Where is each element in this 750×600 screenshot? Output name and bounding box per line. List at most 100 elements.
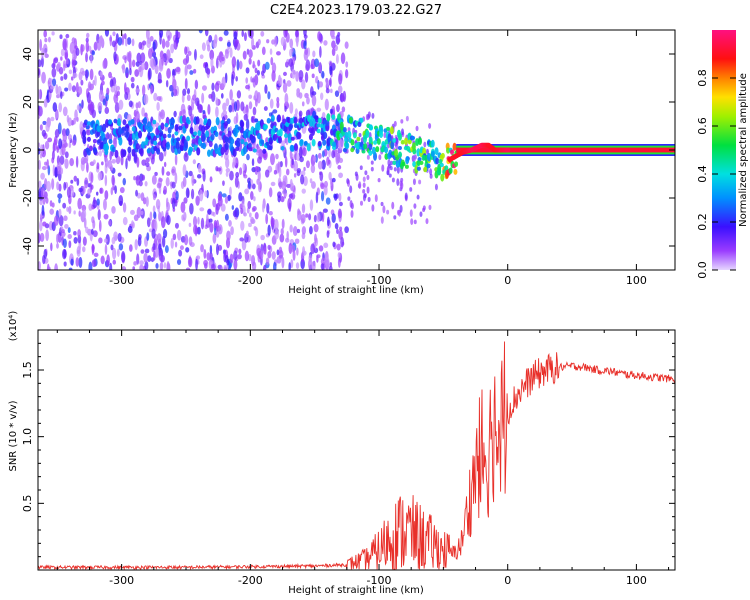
heatmap-noise-blob: [338, 201, 343, 207]
heatmap-noise-blob: [215, 97, 219, 106]
heatmap-ridge-blob: [174, 124, 179, 132]
heatmap-ridge-blob: [299, 117, 304, 124]
heatmap-noise-blob: [41, 71, 46, 84]
heatmap-noise-blob: [281, 180, 287, 191]
heatmap-ridge-blob: [435, 157, 440, 165]
heatmap-noise-blob: [38, 89, 41, 100]
heatmap-noise-blob: [180, 201, 186, 213]
heatmap-ridge-blob: [352, 132, 357, 139]
heatmap-noise-blob: [124, 38, 128, 47]
heatmap-noise-blob: [228, 219, 232, 227]
heatmap-ridge-blob: [342, 126, 347, 133]
heatmap-noise-blob: [199, 104, 203, 114]
heatmap-noise-blob: [110, 187, 114, 196]
heatmap-noise-blob: [156, 96, 162, 102]
heatmap-noise-blob: [153, 250, 156, 261]
heatmap-noise-blob: [294, 30, 299, 38]
heatmap-noise-blob: [212, 198, 217, 208]
heatmap-noise-blob: [152, 243, 156, 251]
heatmap-noise-blob: [110, 86, 115, 93]
heatmap-noise-blob: [275, 153, 279, 160]
heatmap-noise-blob: [295, 70, 300, 82]
heatmap-noise-blob: [237, 253, 242, 260]
heatmap-noise-blob: [256, 146, 261, 154]
heatmap-noise-blob: [47, 137, 53, 143]
heatmap-noise-blob: [182, 176, 187, 188]
heatmap-noise-blob: [278, 250, 284, 259]
heatmap-noise-blob: [298, 110, 303, 117]
heatmap-noise-blob: [70, 76, 74, 81]
heatmap-noise-blob: [47, 266, 51, 270]
heatmap-ridge-blob: [426, 152, 431, 162]
heatmap-noise-blob: [260, 234, 265, 241]
heatmap-noise-blob: [318, 81, 324, 88]
heatmap-ridge-blob: [187, 148, 192, 156]
heatmap-noise-blob: [161, 235, 166, 248]
heatmap-ridge-blob: [207, 118, 212, 127]
heatmap-noise-blob: [163, 262, 167, 269]
heatmap-noise-blob: [236, 90, 242, 99]
heatmap-ridge-blob: [117, 126, 122, 136]
heatmap-noise-blob: [190, 188, 195, 200]
heatmap-noise-blob: [62, 38, 67, 51]
heatmap-noise-blob: [269, 98, 274, 109]
heatmap-noise-blob: [423, 141, 427, 148]
heatmap-noise-blob: [54, 263, 58, 270]
heatmap-noise-blob: [371, 112, 375, 119]
heatmap-noise-blob: [214, 82, 220, 92]
heatmap-noise-blob: [242, 163, 246, 171]
heatmap-noise-blob: [38, 232, 41, 244]
heatmap-noise-blob: [41, 204, 45, 216]
heatmap-noise-blob: [288, 262, 291, 270]
heatmap-noise-blob: [49, 208, 55, 215]
heatmap-noise-blob: [227, 194, 231, 202]
heatmap-ridge-blob: [348, 117, 353, 124]
heatmap-noise-blob: [73, 210, 76, 215]
heatmap-noise-blob: [121, 33, 125, 46]
heatmap-noise-blob: [285, 61, 289, 67]
heatmap-noise-blob: [197, 163, 202, 173]
heatmap-noise-blob: [226, 258, 230, 266]
heatmap-noise-blob: [396, 209, 400, 216]
heatmap-ridge-blob: [345, 142, 350, 150]
heatmap-noise-blob: [265, 213, 269, 225]
heatmap-noise-blob: [268, 211, 273, 216]
heatmap-noise-blob: [390, 160, 394, 166]
heatmap-noise-blob: [362, 189, 366, 194]
snr-x-tick-label: -300: [109, 574, 134, 587]
heatmap-noise-blob: [267, 244, 271, 250]
snr-line-marks: [38, 341, 675, 570]
heatmap-noise-blob: [44, 37, 48, 43]
heatmap-noise-blob: [220, 266, 223, 270]
heatmap-ridge-blob: [437, 167, 442, 176]
heatmap-noise-blob: [51, 67, 57, 78]
heatmap-noise-blob: [133, 176, 136, 181]
heatmap-noise-blob: [248, 49, 253, 59]
heatmap-noise-blob: [400, 177, 404, 183]
heatmap-ridge-blob: [404, 164, 409, 169]
heatmap-noise-blob: [70, 258, 74, 266]
heatmap-noise-blob: [202, 110, 206, 115]
heatmap-noise-blob: [303, 40, 307, 50]
heatmap-noise-blob: [207, 208, 212, 215]
heatmap-noise-blob: [312, 50, 316, 58]
heatmap-noise-blob: [330, 88, 333, 94]
heatmap-noise-blob: [185, 187, 190, 199]
heatmap-noise-blob: [75, 257, 80, 267]
heatmap-noise-blob: [175, 66, 181, 73]
heatmap-noise-blob: [347, 196, 351, 201]
heatmap-ridge-blob: [268, 145, 273, 151]
heatmap-noise-blob: [123, 33, 127, 40]
heatmap-ridge-blob: [148, 125, 153, 132]
heatmap-noise-blob: [349, 185, 353, 194]
heatmap-noise-blob: [179, 245, 184, 251]
heatmap-noise-blob: [97, 209, 101, 221]
heatmap-noise-blob: [122, 63, 126, 74]
heatmap-ridge-blob: [414, 164, 419, 174]
heatmap-ridge-blob: [130, 118, 135, 125]
heatmap-noise-blob: [134, 69, 140, 77]
heatmap-noise-blob: [245, 84, 250, 90]
heatmap-noise-blob: [41, 166, 47, 171]
heatmap-noise-blob: [128, 100, 133, 108]
